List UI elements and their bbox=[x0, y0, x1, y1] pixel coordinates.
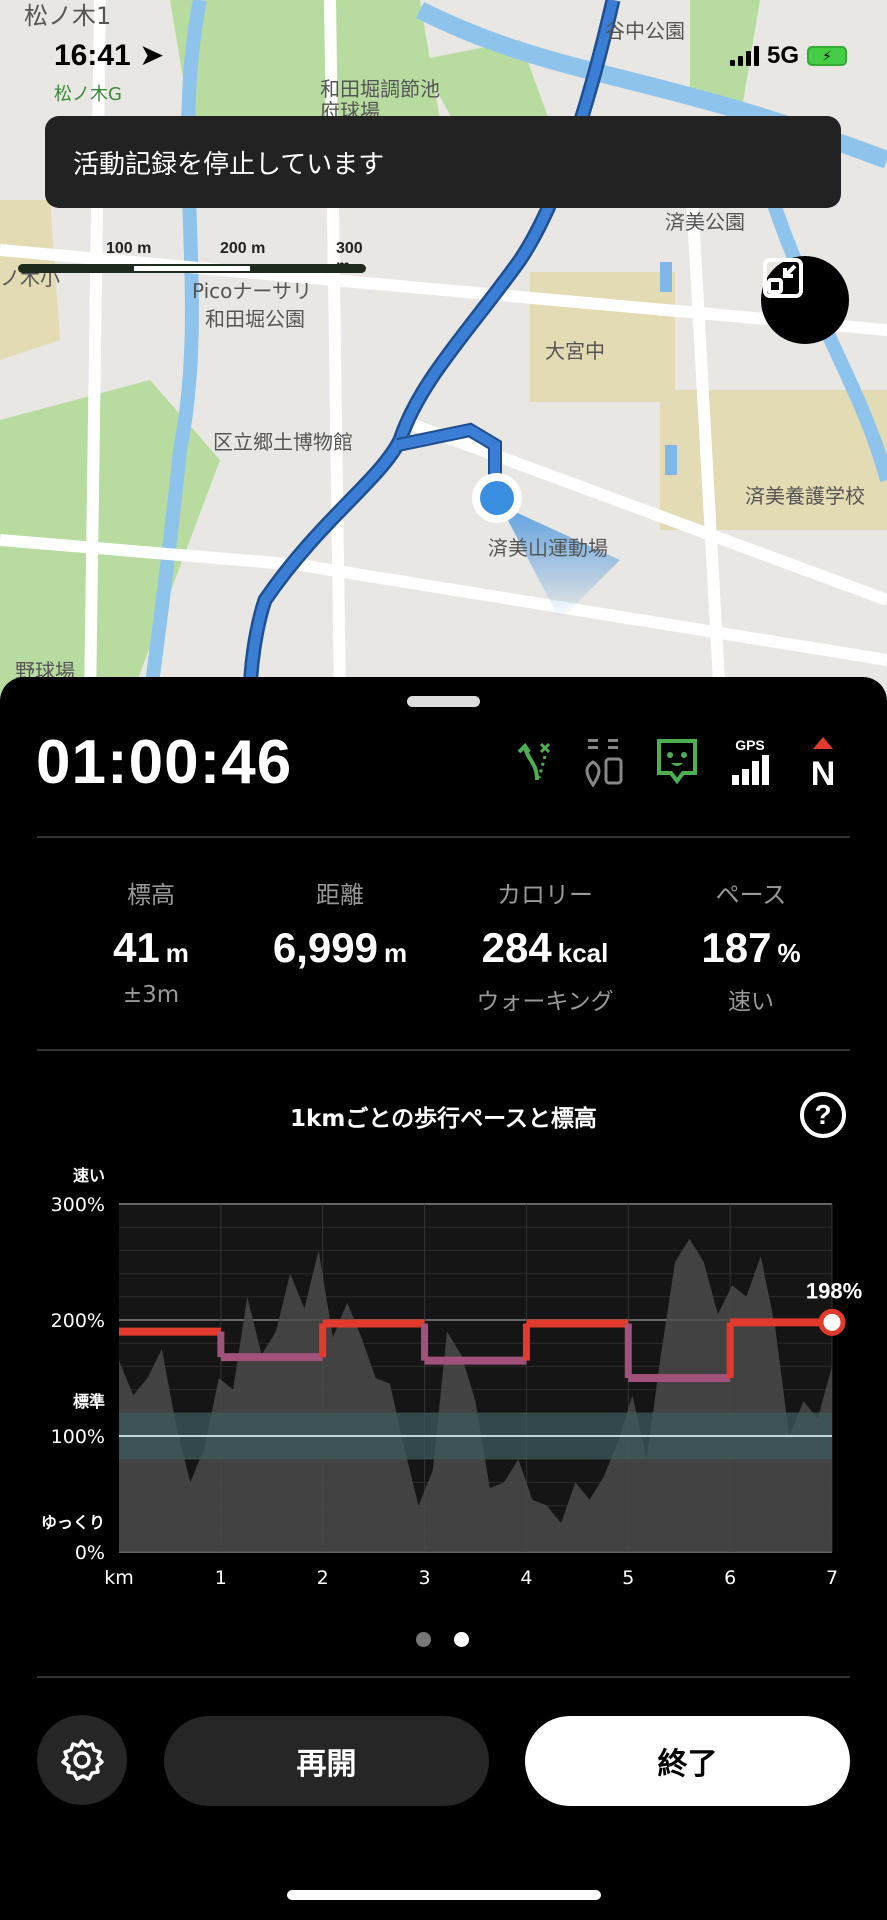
route-deviation-icon[interactable] bbox=[508, 735, 558, 789]
cell-signal-icon bbox=[729, 46, 759, 66]
network-type: 5G bbox=[766, 42, 799, 69]
stat-unit: m bbox=[383, 938, 408, 968]
stat-unit: % bbox=[777, 938, 801, 968]
scale-label: 100 m bbox=[106, 240, 152, 257]
stat-label: カロリー bbox=[497, 881, 593, 909]
map-label: 松ノ木G bbox=[54, 84, 122, 105]
x-tick-label: 1 bbox=[215, 1567, 227, 1589]
map-label: 松ノ木1 bbox=[24, 2, 112, 30]
clock: 16:41 bbox=[54, 39, 131, 72]
stat-elevation: 標高 41 m ±3m bbox=[51, 875, 251, 1008]
y-tick-label: 0% bbox=[75, 1542, 105, 1564]
map-label: 大宮中 bbox=[545, 339, 605, 363]
elevation-area bbox=[119, 1238, 832, 1552]
stat-value: 41 bbox=[113, 924, 160, 971]
y-annotation-fast: 速い bbox=[73, 1166, 105, 1185]
settings-button[interactable] bbox=[37, 1715, 127, 1805]
activity-panel: 01:00:46 GPS N 標高 41 m ±3m 距離 6,999 m カロリー 284… bbox=[0, 677, 887, 1920]
current-pace-label: 198% bbox=[806, 1278, 862, 1303]
stat-label: ペース bbox=[715, 881, 787, 909]
stat-label: 距離 bbox=[316, 881, 364, 909]
location-arrow-icon: ➤ bbox=[139, 39, 165, 72]
divider bbox=[37, 836, 850, 838]
x-tick-label: 6 bbox=[724, 1567, 736, 1589]
stat-pace: ペース 187% 速い bbox=[651, 875, 851, 1016]
device-location-icon[interactable] bbox=[580, 735, 630, 789]
x-tick-label: 4 bbox=[520, 1567, 532, 1589]
y-annotation-slow: ゆっくり bbox=[41, 1513, 105, 1532]
map-label: 済美山運動場 bbox=[488, 536, 608, 560]
map-collapse-button[interactable] bbox=[761, 256, 849, 344]
y-annotation-standard: 標準 bbox=[73, 1392, 105, 1411]
current-pace-marker bbox=[818, 1308, 846, 1336]
stat-value: 6,999 bbox=[272, 924, 378, 971]
status-bar-right: 5G ⚡ bbox=[729, 42, 847, 70]
scale-label: 200 m bbox=[220, 240, 266, 257]
x-tick-label: 7 bbox=[826, 1567, 838, 1589]
resume-button[interactable]: 再開 bbox=[164, 1716, 489, 1806]
stat-calories: カロリー 284 kcal ウォーキング bbox=[445, 875, 645, 1016]
page-dot-1[interactable] bbox=[416, 1632, 431, 1647]
compass-north-icon[interactable]: N bbox=[798, 735, 848, 789]
page-dot-2-active[interactable] bbox=[454, 1632, 469, 1647]
x-axis-label: km bbox=[104, 1567, 134, 1589]
divider bbox=[37, 1676, 850, 1678]
y-tick-label: 300% bbox=[51, 1194, 105, 1216]
map-label: 済美養護学校 bbox=[745, 484, 865, 508]
x-tick-label: 2 bbox=[317, 1567, 329, 1589]
compass-label: N bbox=[811, 755, 836, 789]
battery-charging-icon: ⚡ bbox=[807, 46, 847, 66]
finish-button[interactable]: 終了 bbox=[525, 1716, 850, 1806]
stat-label: 標高 bbox=[127, 881, 175, 909]
divider bbox=[37, 1049, 850, 1051]
home-indicator bbox=[287, 1890, 601, 1900]
elapsed-timer: 01:00:46 bbox=[36, 728, 293, 797]
voice-guide-icon[interactable] bbox=[652, 735, 702, 789]
map-label: 済美公園 bbox=[665, 210, 745, 234]
stat-unit: m bbox=[165, 938, 189, 968]
map-label: 和田堀公園 bbox=[205, 307, 305, 331]
map-scale-bar: 100 m 200 m 300 m bbox=[18, 240, 368, 280]
stat-sub: ウォーキング bbox=[476, 989, 614, 1015]
map-canvas bbox=[0, 0, 887, 700]
map-label: Picoナーサリ bbox=[192, 279, 313, 303]
y-tick-label: 100% bbox=[51, 1426, 105, 1448]
x-tick-label: 3 bbox=[419, 1567, 431, 1589]
map-label: 区立郷土博物館 bbox=[213, 430, 353, 454]
drag-handle[interactable] bbox=[407, 696, 480, 707]
collapse-icon bbox=[763, 258, 803, 298]
status-time: 16:41 ➤ bbox=[54, 38, 164, 73]
gear-icon bbox=[61, 1739, 104, 1781]
y-tick-label: 200% bbox=[51, 1310, 105, 1332]
stat-distance: 距離 6,999 m bbox=[240, 875, 440, 982]
stat-value: 187 bbox=[701, 924, 772, 971]
toast-message: 活動記録を停止しています bbox=[45, 116, 841, 208]
x-tick-label: 5 bbox=[622, 1567, 634, 1589]
help-icon[interactable]: ? bbox=[800, 1092, 846, 1138]
gps-label: GPS bbox=[735, 737, 765, 753]
stat-sub: ±3m bbox=[122, 982, 180, 1008]
map-label: 谷中公園 bbox=[605, 19, 685, 43]
stat-sub: 速い bbox=[728, 989, 774, 1015]
stat-value: 284 bbox=[481, 924, 552, 971]
gps-signal-icon: GPS bbox=[725, 735, 775, 789]
stat-unit: kcal bbox=[557, 938, 609, 968]
map-view[interactable]: 松ノ木1 松ノ木G 和田堀調節池府球場 谷中公園 済美公園 ノ木小 Picoナー… bbox=[0, 0, 887, 700]
chart-title: 1kmごとの歩行ペースと標高 bbox=[290, 1106, 597, 1132]
